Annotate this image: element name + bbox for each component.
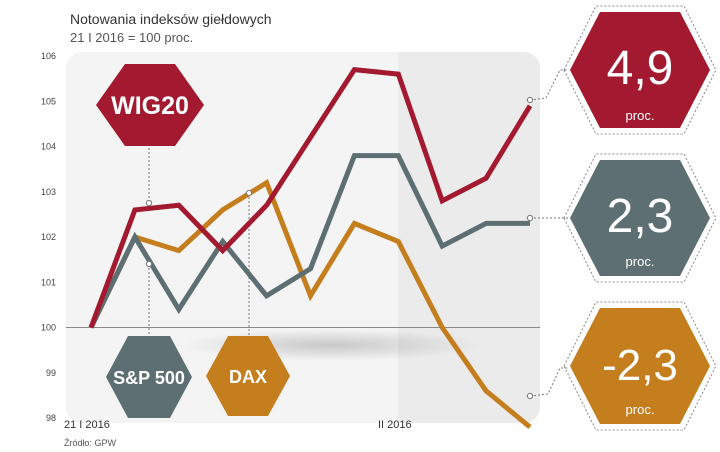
wig20-result-badge: 4,9 proc. [563,5,717,135]
sp500-result-hexagon [570,160,710,276]
x-tick-label-start: 21 I 2016 [64,419,110,431]
chart-subtitle: 21 I 2016 = 100 proc. [70,30,193,45]
wig20-result-connector [529,69,568,101]
source-note: Źródło: GPW [64,438,117,448]
series-line-sp500 [88,153,530,329]
dax-end-dot [526,392,534,400]
wig20-end-dot [526,96,534,104]
series-line-dax [88,178,532,430]
plot-background-right-fill [398,52,418,423]
dax-label-text: DAX [229,367,267,387]
x-tick-label-feb: II 2016 [378,419,412,431]
y-tick-label: 106 [41,51,56,61]
y-tick-label: 103 [41,187,56,197]
wig20-label-hexagon [96,64,204,146]
sp500-label-hexagon [106,336,192,418]
connectors [148,69,568,397]
wig20-label-text: WIG20 [111,92,189,120]
sp500-connector-dot [145,260,153,268]
wig20-label: WIG20 [96,64,204,146]
sp500-result-badge: 2,3 proc. [563,153,717,283]
dax-label-hexagon [206,336,290,416]
sp500-result-value: 2,3 [607,190,674,243]
y-tick-label: 100 [41,323,56,333]
wig20-result-hexagon [570,12,710,128]
dax-label: DAX [206,336,290,416]
dax-result-hexagon [570,308,710,424]
y-tick-label: 101 [41,277,56,287]
y-tick-label: 99 [46,368,56,378]
series-line-wig20 [88,66,533,329]
sp500-label-text: S&P 500 [113,368,185,388]
sp500-result-unit: proc. [626,254,655,269]
dax-result-connector [529,367,568,397]
chart-title: Notowania indeksów giełdowych [70,11,272,27]
wig20-connector-dot [145,199,153,207]
sp500-label: S&P 500 [106,336,192,418]
y-tick-label: 104 [41,142,56,152]
dax-result-badge: -2,3 proc. [563,301,717,431]
series-lines [88,66,533,430]
sp500-end-dot [526,214,534,222]
dax-result-unit: proc. [626,402,655,417]
y-tick-label: 105 [41,96,56,106]
y-tick-label: 98 [46,413,56,423]
dax-result-value: -2,3 [602,341,678,390]
dax-connector-dot [245,189,253,197]
wig20-result-value: 4,9 [607,42,674,95]
y-tick-label: 102 [41,232,56,242]
y-axis-ticks: 98 99 100 101 102 103 104 105 106 [41,51,56,423]
wig20-result-unit: proc. [626,108,655,123]
